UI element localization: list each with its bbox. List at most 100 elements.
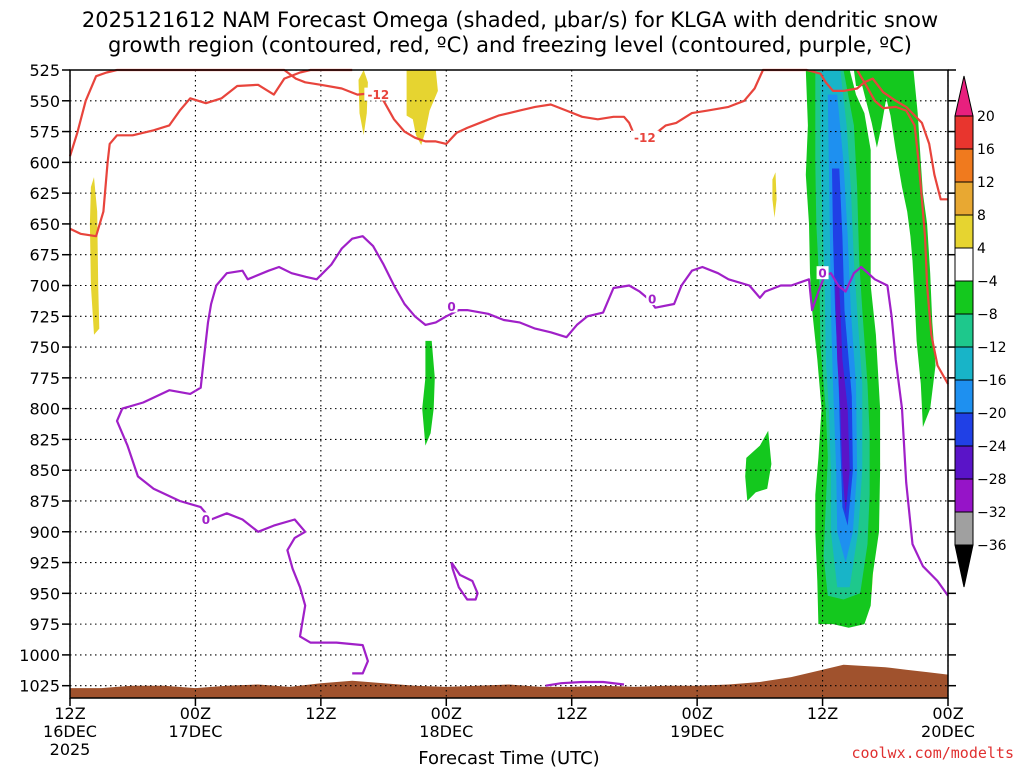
y-tick-label: 625 <box>29 184 60 203</box>
freezing-level-contour-label: 0 <box>447 300 455 314</box>
y-tick-label: 875 <box>29 492 60 511</box>
colorbar-label: −20 <box>977 406 1007 422</box>
dgz-contour-label: -12 <box>368 88 390 102</box>
colorbar-segment <box>954 214 974 249</box>
omega-pos-4-8 <box>772 172 777 218</box>
freezing-level-contour-label-bg <box>445 299 458 313</box>
colorbar-segment <box>954 445 974 480</box>
freezing-level-contour-label: 0 <box>818 267 826 281</box>
y-tick-label: 775 <box>29 369 60 388</box>
y-tick-label: 525 <box>29 61 60 80</box>
colorbar-segment <box>954 280 974 315</box>
colorbar: 20 16 12 8 4 −4 −8 −12 −16 −20 −24 −28 −32 −36 <box>954 75 1007 588</box>
x-tick-label: 20DEC <box>921 722 975 741</box>
y-tick-label: 925 <box>29 554 60 573</box>
y-tick-label: 600 <box>29 153 60 172</box>
x-tick-label: 2025 <box>50 740 91 759</box>
chart-title-line1: 2025121612 NAM Forecast Omega (shaded, μ… <box>82 8 938 32</box>
colorbar-arrow-top <box>954 75 974 117</box>
x-tick-label: 19DEC <box>670 722 724 741</box>
x-tick-label: 12Z <box>305 704 336 723</box>
freezing-level-contour <box>545 680 625 687</box>
ground-terrain <box>70 664 948 698</box>
ground-fill <box>70 664 948 698</box>
x-tick-label: 12Z <box>807 704 838 723</box>
y-tick-label: 1000 <box>19 646 60 665</box>
freezing-level-contour-label: 0 <box>202 513 210 527</box>
dgz-contour <box>856 69 949 385</box>
colorbar-segment <box>954 181 974 216</box>
colorbar-segment <box>954 478 974 513</box>
x-tick-label: 16DEC <box>43 722 97 741</box>
y-tick-label: 675 <box>29 246 60 265</box>
y-tick-label: 650 <box>29 215 60 234</box>
colorbar-label: −12 <box>977 340 1007 356</box>
omega-pos-4-8 <box>89 177 100 335</box>
y-tick-label: 825 <box>29 430 60 449</box>
colorbar-segment <box>954 148 974 183</box>
colorbar-segment <box>954 379 974 414</box>
plot-frame <box>69 69 949 699</box>
colorbar-label: −24 <box>977 439 1007 455</box>
colorbar-label: 20 <box>977 109 995 125</box>
colorbar-label: 12 <box>977 175 995 191</box>
colorbar-label: 8 <box>977 208 986 224</box>
x-tick-label: 12Z <box>556 704 587 723</box>
omega-neg-24-28 <box>835 285 850 514</box>
freezing-level-contour <box>115 235 949 675</box>
colorbar-label: −16 <box>977 373 1007 389</box>
colorbar-segment <box>954 247 974 282</box>
y-tick-label: 975 <box>29 615 60 634</box>
x-tick-label: 00Z <box>932 704 963 723</box>
y-axis: 525 550 575 600 625 650 675 700 725 750 775 800 825 8… <box>19 61 956 696</box>
x-axis-label: Forecast Time (UTC) <box>418 748 599 768</box>
colorbar-label: 4 <box>977 241 986 257</box>
omega-pos-4-8 <box>358 70 368 136</box>
y-tick-label: 950 <box>29 584 60 603</box>
y-tick-label: 750 <box>29 338 60 357</box>
dgz-contour-label: -12 <box>634 131 656 145</box>
colorbar-label: −8 <box>977 307 998 323</box>
dgz-contour-label-bg <box>364 87 393 101</box>
colorbar-label: −36 <box>977 538 1007 554</box>
freezing-level-contour-label: 0 <box>648 293 656 307</box>
freezing-level-contour-label-bg <box>816 266 829 280</box>
freezing-level-contour-label-bg <box>199 512 212 526</box>
colorbar-label: −32 <box>977 505 1007 521</box>
x-tick-label: 12Z <box>54 704 85 723</box>
colorbar-segment <box>954 346 974 381</box>
colorbar-segment <box>954 115 974 150</box>
colorbar-label: −4 <box>977 274 998 290</box>
x-tick-label: 17DEC <box>168 722 222 741</box>
freezing-level-contour-label-bg <box>646 292 659 306</box>
y-tick-label: 850 <box>29 461 60 480</box>
chart-title-line2: growth region (contoured, red, ºC) and f… <box>108 33 912 57</box>
colorbar-label: 16 <box>977 142 995 158</box>
y-tick-label: 550 <box>29 92 60 111</box>
dgz-contour-label-bg <box>630 130 659 144</box>
credit-text[interactable]: coolwx.com/modelts <box>851 744 1014 762</box>
y-tick-label: 800 <box>29 400 60 419</box>
colorbar-segment <box>954 511 974 546</box>
y-tick-label: 575 <box>29 123 60 142</box>
y-tick-label: 900 <box>29 523 60 542</box>
omega-neg-4-8 <box>745 430 772 501</box>
dgz-contour <box>69 68 353 238</box>
colorbar-arrow-bottom <box>954 544 974 588</box>
colorbar-label: −28 <box>977 472 1007 488</box>
x-tick-label: 00Z <box>180 704 211 723</box>
omega-neg-4-8 <box>422 340 435 446</box>
x-tick-label: 00Z <box>681 704 712 723</box>
x-tick-label: 18DEC <box>419 722 473 741</box>
y-tick-label: 725 <box>29 307 60 326</box>
colorbar-segment <box>954 412 974 447</box>
omega-neg-4-8 <box>853 70 936 428</box>
omega-shading <box>89 70 936 628</box>
y-tick-label: 700 <box>29 276 60 295</box>
x-tick-label: 00Z <box>431 704 462 723</box>
y-tick-label: 1025 <box>19 677 60 696</box>
omega-pos-4-8 <box>406 70 438 146</box>
freezing-level-contour <box>450 561 479 601</box>
